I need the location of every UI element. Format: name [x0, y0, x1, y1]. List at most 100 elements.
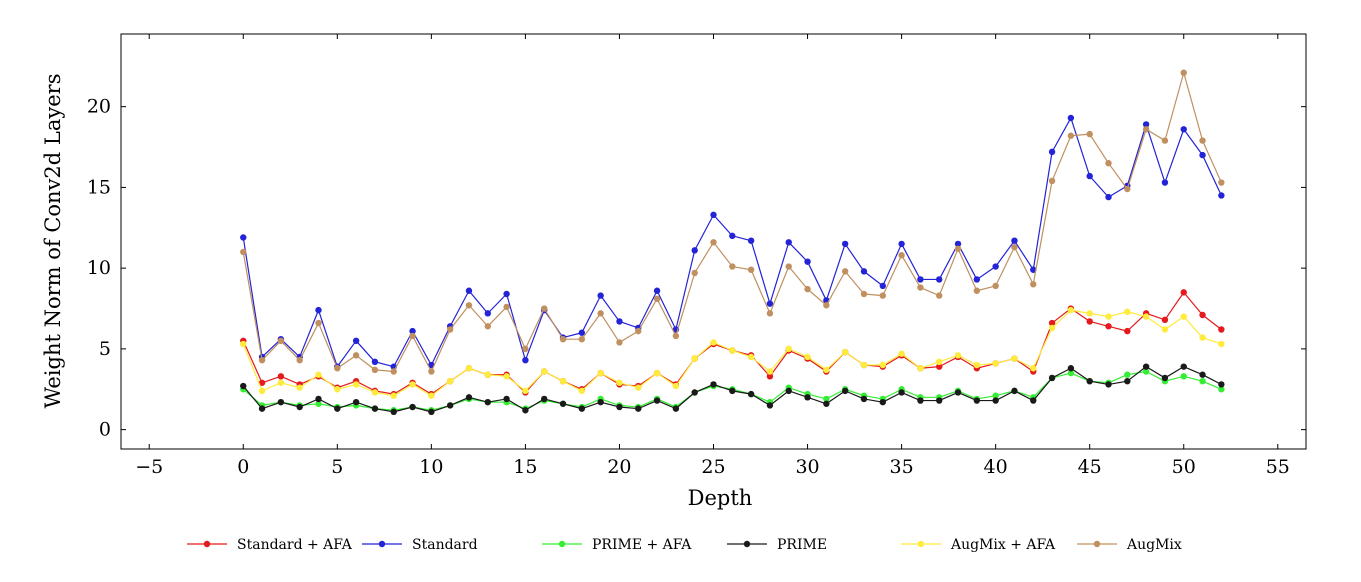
data-point [1086, 172, 1093, 180]
data-point [898, 350, 905, 357]
data-point [1161, 326, 1169, 333]
data-point [841, 268, 849, 275]
y-tick-label: 0 [99, 419, 111, 441]
data-point [823, 302, 830, 309]
data-point [973, 287, 981, 294]
data-point [992, 263, 999, 270]
data-point [296, 356, 303, 364]
data-point [616, 379, 623, 386]
data-point [1030, 365, 1037, 372]
data-point [503, 303, 510, 311]
data-point [729, 347, 736, 354]
data-point [390, 392, 397, 399]
data-point [503, 290, 510, 298]
data-point [1067, 114, 1075, 122]
data-point [1218, 192, 1225, 199]
data-point [1218, 179, 1225, 186]
data-point [729, 263, 736, 270]
data-point [315, 371, 322, 378]
data-point [277, 373, 285, 380]
data-point [917, 365, 924, 372]
legend-swatch-marker [917, 540, 925, 548]
data-point [465, 394, 473, 401]
data-point [992, 282, 999, 290]
data-point [446, 377, 454, 385]
data-point [1048, 177, 1056, 185]
data-point [1011, 243, 1018, 251]
data-point [804, 285, 811, 293]
data-point [522, 387, 529, 395]
legend-label: Standard [412, 537, 478, 553]
data-point [1142, 313, 1150, 320]
axis-ticks [121, 34, 1306, 449]
data-point [1142, 126, 1150, 133]
y-tick-label: 15 [87, 176, 111, 198]
x-tick-label: 20 [607, 456, 631, 478]
data-point [484, 323, 491, 330]
data-point [860, 361, 868, 369]
data-point [541, 305, 548, 312]
data-point [1105, 381, 1112, 388]
data-point [954, 245, 962, 252]
data-point [691, 389, 698, 396]
x-tick-label: 0 [237, 456, 249, 478]
data-point [992, 392, 999, 399]
data-point [428, 392, 435, 399]
data-point [503, 373, 510, 380]
x-tick-label: 15 [513, 456, 537, 478]
data-point [578, 387, 586, 395]
data-point [1105, 313, 1112, 320]
data-point [936, 276, 943, 283]
data-point [747, 390, 755, 398]
data-point [1124, 371, 1131, 378]
plot-area [120, 33, 1307, 450]
data-point [334, 365, 341, 372]
data-point [1161, 179, 1169, 186]
data-point [597, 398, 604, 406]
series-layer [240, 69, 1225, 416]
data-point [766, 373, 774, 380]
data-point [390, 368, 397, 375]
series-line [242, 117, 1222, 368]
data-point [1048, 374, 1056, 382]
data-point [860, 395, 868, 403]
data-point [917, 397, 924, 404]
data-point [879, 292, 886, 299]
x-tick-label: 30 [795, 456, 819, 478]
data-point [766, 368, 774, 375]
data-point [258, 379, 266, 386]
data-point [747, 237, 755, 244]
data-point [672, 332, 680, 340]
data-point [1161, 316, 1169, 324]
data-point [1124, 185, 1131, 193]
series-5 [240, 69, 1225, 375]
data-point [954, 240, 962, 248]
data-point [936, 358, 943, 366]
data-point [428, 408, 435, 416]
data-point [672, 382, 680, 390]
data-point [1011, 387, 1018, 395]
series-line [242, 72, 1222, 373]
data-point [1218, 381, 1225, 388]
data-point [371, 389, 379, 396]
data-point [653, 369, 661, 377]
data-point [653, 397, 661, 404]
legend-item: Standard + AFA [187, 537, 353, 553]
data-point [729, 387, 736, 395]
data-point [691, 355, 698, 362]
data-point [522, 345, 529, 353]
data-point [954, 389, 962, 396]
legend-label: PRIME + AFA [592, 537, 692, 553]
legend-item: PRIME [727, 537, 827, 553]
data-point [240, 340, 247, 348]
data-point [954, 352, 962, 359]
data-point [559, 335, 567, 343]
legend-item: Standard [362, 537, 478, 553]
y-tick-label: 10 [87, 257, 111, 279]
data-point [465, 365, 473, 372]
data-point [315, 306, 322, 314]
series-1 [240, 114, 1225, 370]
data-point [879, 398, 886, 406]
data-point [597, 292, 604, 299]
